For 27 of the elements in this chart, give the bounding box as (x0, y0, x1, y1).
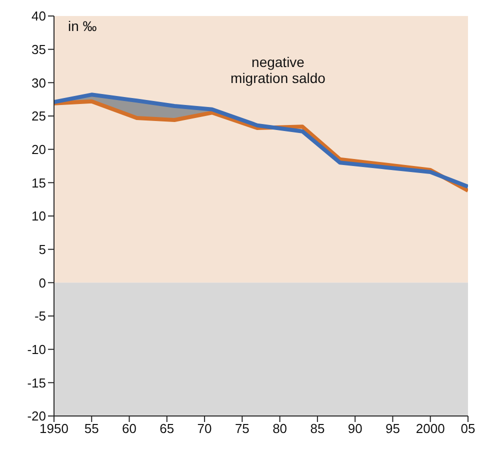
annotation: in ‰ (68, 18, 97, 34)
y-tick-label: 30 (32, 75, 46, 90)
y-tick-label: 40 (32, 8, 46, 24)
y-tick-label: 35 (32, 42, 46, 57)
x-tick-label: 05 (460, 421, 476, 436)
y-tick-label: -15 (27, 375, 46, 390)
x-tick-label: 80 (272, 421, 288, 436)
y-tick-label: 25 (32, 108, 46, 124)
x-tick-label: 1950 (40, 421, 68, 436)
x-tick-label: 55 (84, 421, 99, 436)
x-tick-label: 2000 (416, 421, 445, 436)
y-tick-label: 0 (38, 275, 46, 290)
y-tick-label: 10 (32, 208, 46, 224)
x-tick-label: 95 (385, 421, 400, 436)
x-tick-label: 75 (234, 421, 250, 436)
annotation: negative migration saldo (230, 54, 326, 86)
y-tick-label: 5 (38, 242, 46, 257)
x-tick-label: 90 (348, 421, 362, 436)
y-tick-label: -5 (34, 308, 46, 324)
y-tick-label: -10 (27, 342, 46, 357)
x-tick-label: 60 (122, 421, 137, 436)
y-tick-label: 20 (32, 142, 46, 157)
y-tick-label: 15 (32, 175, 46, 190)
x-tick-label: 85 (310, 421, 325, 436)
x-tick-label: 65 (160, 421, 174, 436)
x-tick-label: 70 (197, 421, 212, 436)
y-tick-label: -20 (27, 408, 46, 424)
